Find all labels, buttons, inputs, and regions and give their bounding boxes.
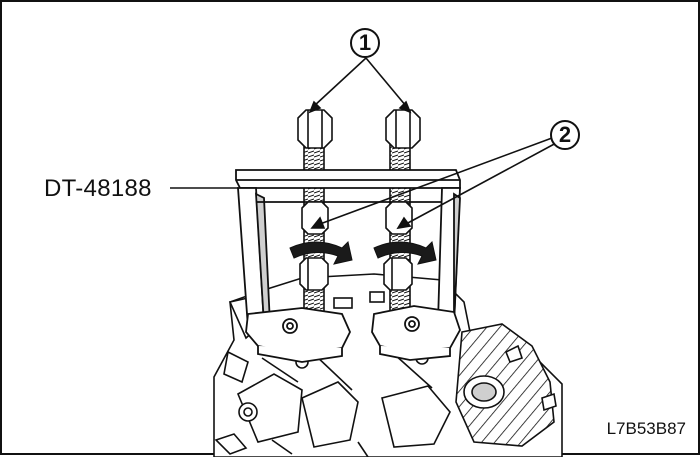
tool-base-plate [245, 305, 461, 363]
top-hex-nuts [297, 109, 421, 149]
callout-2: 2 [550, 120, 580, 150]
callout-2-leaders [310, 137, 559, 230]
rotation-arrows [289, 241, 437, 265]
rods [333, 291, 385, 309]
callout-1-leaders [308, 57, 412, 114]
callout-1: 1 [350, 28, 380, 58]
tool-number-label: DT-48188 [44, 175, 152, 202]
figure-code: L7B53B87 [606, 419, 686, 438]
tool-frame [235, 169, 461, 330]
